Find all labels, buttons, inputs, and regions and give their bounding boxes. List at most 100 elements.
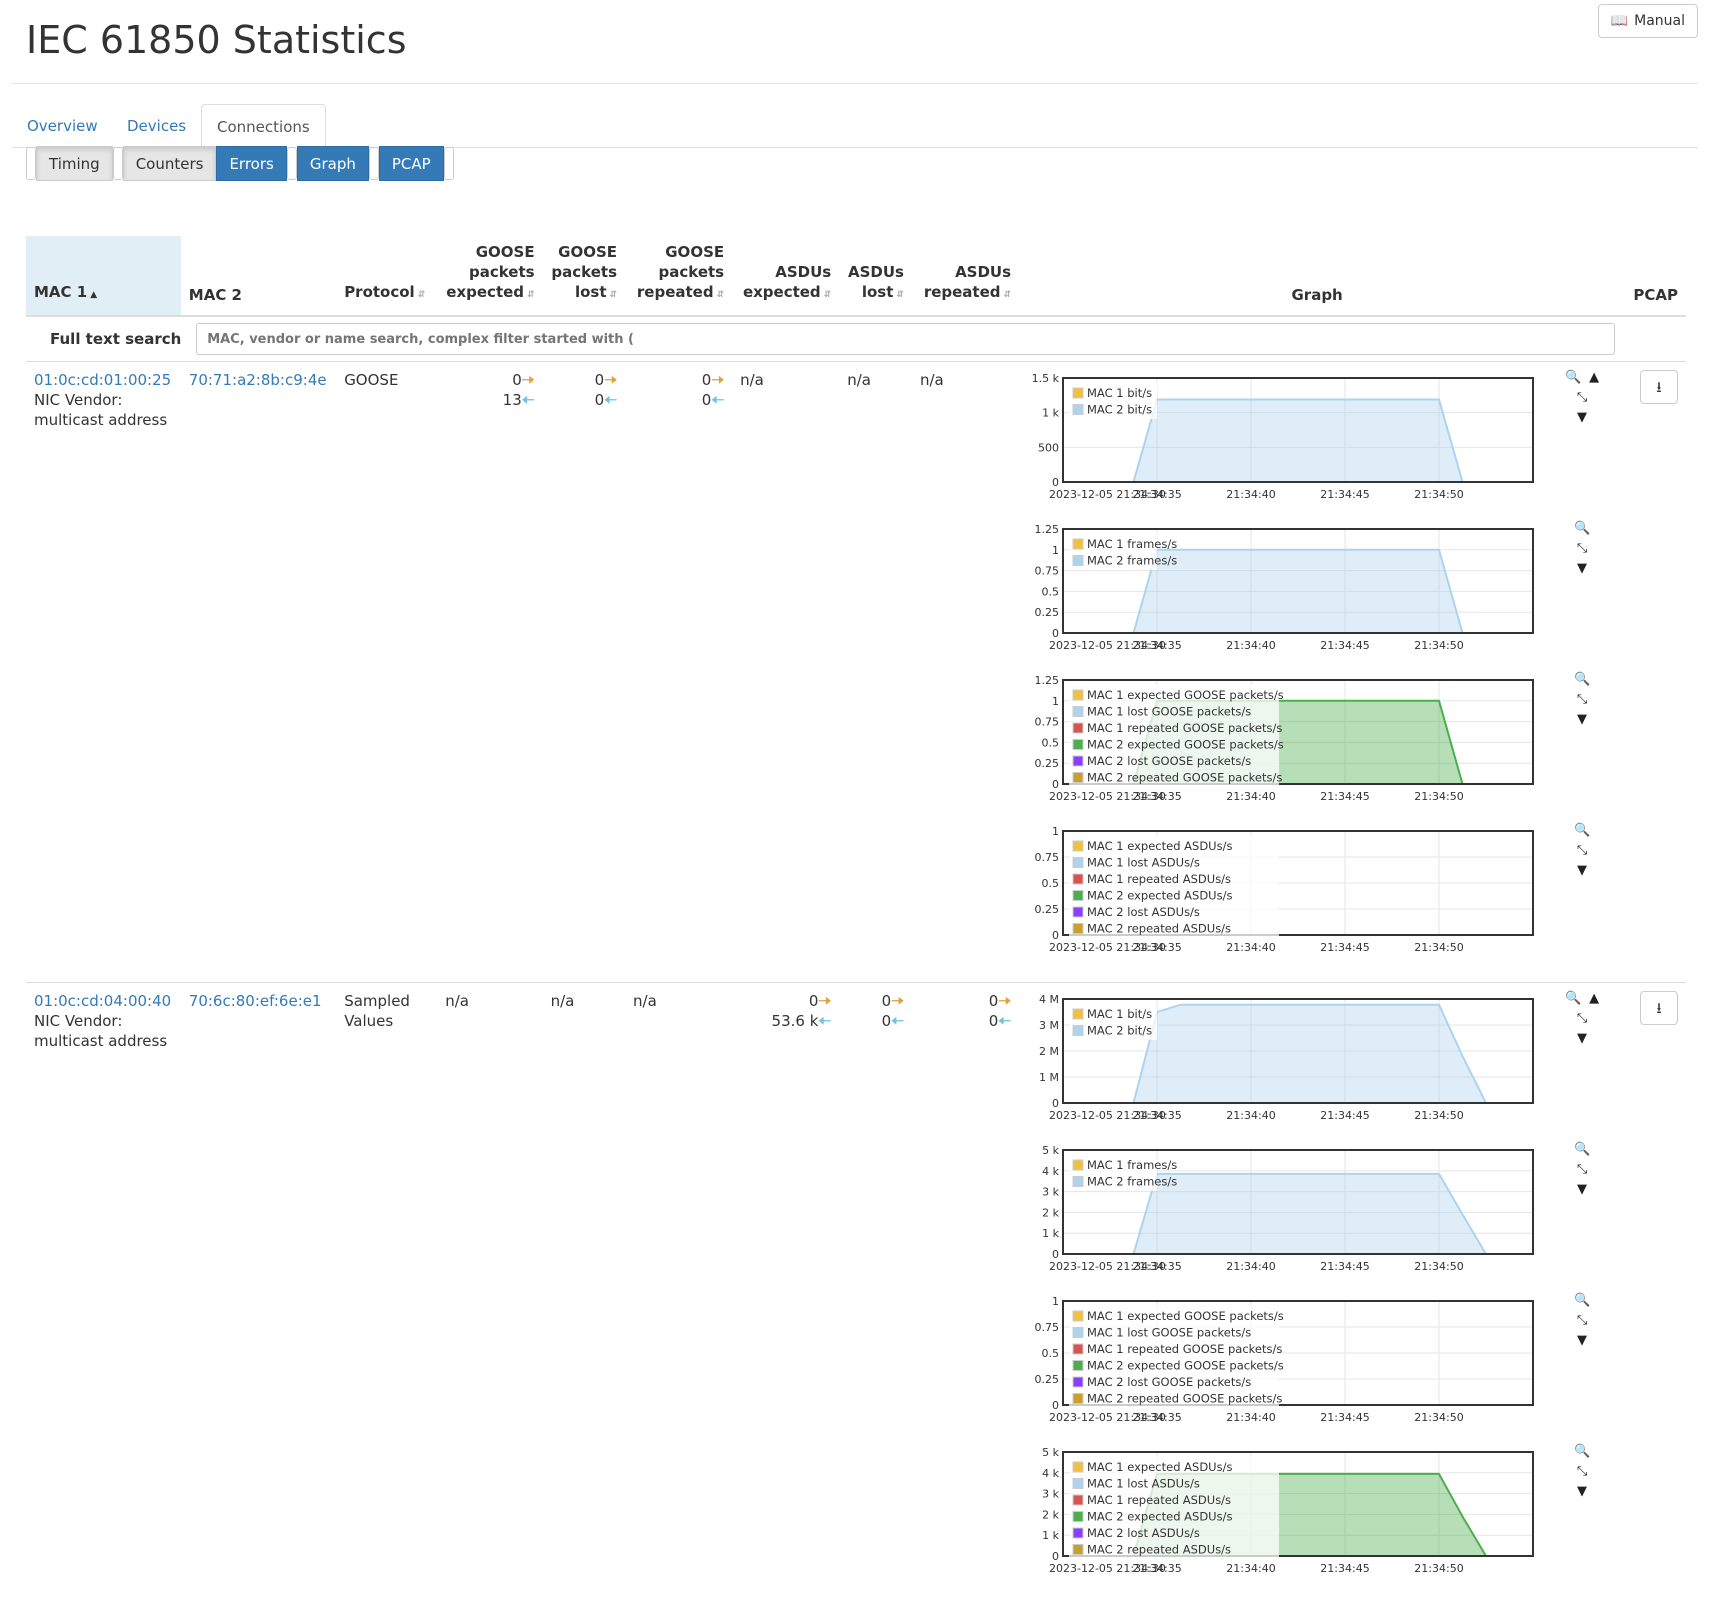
mac1-link[interactable]: 01:0c:cd:04:00:40 bbox=[34, 992, 172, 1010]
protocol-cell: Sampled Values bbox=[344, 992, 410, 1030]
caret-down-icon[interactable]: ▼ bbox=[1577, 410, 1588, 425]
col-goose-expected[interactable]: GOOSE packets expected ⇵ bbox=[437, 236, 543, 317]
chart-legend: MAC 1 expected ASDUs/s MAC 1 lost ASDUs/s… bbox=[1069, 1456, 1280, 1559]
zoom-icon[interactable]: 🔍 bbox=[1573, 1142, 1591, 1157]
chart-legend: MAC 1 frames/s MAC 2 frames/s bbox=[1069, 1154, 1177, 1191]
arrow-left-icon: 🠠 bbox=[998, 1012, 1012, 1030]
legend-label: MAC 2 expected ASDUs/s bbox=[1087, 1510, 1232, 1524]
caret-down-icon[interactable]: ▼ bbox=[1577, 1484, 1588, 1499]
collapse-icon[interactable]: ⤡ bbox=[1576, 1313, 1588, 1328]
collapse-icon[interactable]: ⤡ bbox=[1576, 843, 1588, 858]
legend-bg bbox=[1069, 1003, 1158, 1040]
area-chart-icon[interactable]: ▲ bbox=[1589, 991, 1600, 1006]
x-tick-label: 2023-12-05 21:34:30 bbox=[1049, 790, 1166, 803]
tab-connections[interactable]: Connections bbox=[201, 104, 326, 149]
y-tick-label: 0.75 bbox=[1035, 1321, 1060, 1334]
y-tick-label: 4 k bbox=[1042, 1467, 1059, 1480]
mac1-link[interactable]: 01:0c:cd:01:00:25 bbox=[34, 371, 172, 389]
toggle-counters[interactable]: Counters bbox=[122, 146, 217, 181]
collapse-icon[interactable]: ⤡ bbox=[1576, 1162, 1588, 1177]
caret-down-icon[interactable]: ▼ bbox=[1577, 1031, 1588, 1046]
x-tick-label: 21:34:40 bbox=[1226, 941, 1275, 954]
zoom-icon[interactable]: 🔍 bbox=[1564, 991, 1582, 1006]
y-tick-label: 0 bbox=[1052, 1097, 1059, 1110]
x-tick-label: 21:34:45 bbox=[1320, 1109, 1369, 1122]
area-chart-icon[interactable]: ▲ bbox=[1589, 370, 1600, 385]
col-goose-repeated[interactable]: GOOSE packets repeated ⇵ bbox=[625, 236, 733, 317]
legend-label: MAC 2 repeated ASDUs/s bbox=[1087, 922, 1231, 936]
toggle-timing[interactable]: Timing bbox=[36, 146, 113, 181]
chart-legend: MAC 1 frames/s MAC 2 frames/s bbox=[1069, 533, 1177, 570]
col-mac2[interactable]: MAC 2 bbox=[180, 236, 337, 317]
arrow-right-icon: 🠢 bbox=[711, 371, 725, 389]
legend-label: MAC 2 expected GOOSE packets/s bbox=[1087, 738, 1284, 752]
caret-down-icon[interactable]: ▼ bbox=[1577, 1182, 1588, 1197]
toggle-errors[interactable]: Errors bbox=[216, 146, 287, 181]
zoom-icon[interactable]: 🔍 bbox=[1573, 1293, 1591, 1308]
legend-swatch bbox=[1072, 689, 1084, 701]
y-tick-label: 4 k bbox=[1042, 1165, 1059, 1178]
goose-lost-cell: n/a bbox=[550, 992, 575, 1010]
download-icon: ⭳ bbox=[1656, 999, 1662, 1017]
search-input[interactable] bbox=[196, 323, 1616, 355]
asdus-expected-cell: n/a bbox=[732, 361, 840, 983]
legend-label: MAC 1 expected ASDUs/s bbox=[1087, 1460, 1232, 1474]
zoom-icon[interactable]: 🔍 bbox=[1564, 370, 1582, 385]
caret-down-icon[interactable]: ▼ bbox=[1577, 712, 1588, 727]
mac2-link[interactable]: 70:71:a2:8b:c9:4e bbox=[188, 371, 327, 389]
x-tick-label: 21:34:35 bbox=[1132, 639, 1181, 652]
collapse-icon[interactable]: ⤡ bbox=[1576, 541, 1588, 556]
arrow-left-icon: 🠠 bbox=[604, 391, 618, 409]
download-pcap-button[interactable]: ⭳ bbox=[1640, 370, 1678, 404]
connections-table: MAC 1 ▲ MAC 2 Protocol ⇵ GOOSE packets expec… bbox=[26, 236, 1686, 1603]
toggle-pcap[interactable]: PCAP bbox=[378, 146, 444, 181]
legend-swatch bbox=[1072, 538, 1084, 550]
legend-label: MAC 2 expected ASDUs/s bbox=[1087, 889, 1232, 903]
legend-swatch bbox=[1072, 722, 1084, 734]
sort-icon: ⇵ bbox=[609, 290, 618, 300]
legend-swatch bbox=[1072, 1478, 1084, 1489]
mac2-link[interactable]: 70:6c:80:ef:6e:e1 bbox=[188, 992, 322, 1010]
legend-swatch bbox=[1072, 1527, 1084, 1539]
zoom-icon[interactable]: 🔍 bbox=[1573, 521, 1591, 536]
collapse-icon[interactable]: ⤡ bbox=[1576, 1011, 1588, 1026]
tab-devices[interactable]: Devices bbox=[127, 117, 187, 135]
legend-label: MAC 2 lost GOOSE packets/s bbox=[1087, 1375, 1251, 1389]
col-asdus-lost[interactable]: ASDUs lost ⇵ bbox=[839, 236, 912, 317]
collapse-icon[interactable]: ⤡ bbox=[1576, 1464, 1588, 1479]
legend-swatch bbox=[1072, 1310, 1084, 1322]
download-pcap-button[interactable]: ⭳ bbox=[1640, 991, 1678, 1025]
zoom-icon[interactable]: 🔍 bbox=[1573, 672, 1591, 687]
col-protocol[interactable]: Protocol ⇵ bbox=[336, 236, 438, 317]
chart-panel: 0 0.25 0.5 0.75 1 2023-12-05 21:34:30 21:34:35… bbox=[1027, 823, 1607, 974]
caret-down-icon[interactable]: ▼ bbox=[1577, 863, 1588, 878]
col-asdus-expected[interactable]: ASDUs expected ⇵ bbox=[732, 236, 840, 317]
arrow-left-icon: 🠠 bbox=[818, 1012, 832, 1030]
y-tick-label: 2 k bbox=[1042, 1508, 1059, 1521]
y-tick-label: 3 M bbox=[1039, 1019, 1059, 1032]
graph-cell: 0 500 1 k 1.5 k 2023-12-05 21:34:30 21:34:35 2… bbox=[1019, 361, 1616, 983]
series-line bbox=[1063, 1003, 1534, 1104]
x-tick-label: 21:34:45 bbox=[1320, 1562, 1369, 1575]
legend-swatch bbox=[1072, 555, 1084, 566]
legend-label: MAC 1 bit/s bbox=[1087, 386, 1152, 400]
col-goose-lost[interactable]: GOOSE packets lost ⇵ bbox=[542, 236, 626, 317]
caret-down-icon[interactable]: ▼ bbox=[1577, 561, 1588, 576]
collapse-icon[interactable]: ⤡ bbox=[1576, 692, 1588, 707]
col-mac1[interactable]: MAC 1 ▲ bbox=[26, 236, 181, 317]
col-asdus-repeated[interactable]: ASDUs repeated ⇵ bbox=[911, 236, 1020, 317]
collapse-icon[interactable]: ⤡ bbox=[1576, 390, 1588, 405]
zoom-icon[interactable]: 🔍 bbox=[1573, 1444, 1591, 1459]
col-pcap: PCAP bbox=[1615, 236, 1686, 317]
zoom-icon[interactable]: 🔍 bbox=[1573, 823, 1591, 838]
x-tick-label: 21:34:40 bbox=[1226, 639, 1275, 652]
arrow-right-icon: 🠢 bbox=[998, 992, 1012, 1010]
caret-down-icon[interactable]: ▼ bbox=[1577, 1333, 1588, 1348]
toggle-graph[interactable]: Graph bbox=[296, 146, 369, 181]
manual-button[interactable]: 📖 Manual bbox=[1597, 4, 1698, 38]
tab-overview[interactable]: Overview bbox=[27, 117, 98, 135]
legend-label: MAC 2 frames/s bbox=[1087, 1175, 1177, 1189]
